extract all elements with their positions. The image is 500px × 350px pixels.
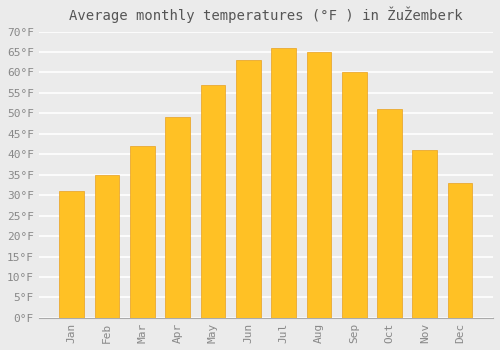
Bar <box>236 60 260 318</box>
Bar <box>412 150 437 318</box>
Bar <box>200 85 226 318</box>
Bar <box>130 146 155 318</box>
Bar <box>60 191 84 318</box>
Bar <box>448 183 472 318</box>
Bar <box>306 52 331 318</box>
Title: Average monthly temperatures (°F ) in ŽuŽemberk: Average monthly temperatures (°F ) in Žu… <box>69 7 462 23</box>
Bar <box>94 175 120 318</box>
Bar <box>377 109 402 318</box>
Bar <box>342 72 366 318</box>
Bar <box>166 118 190 318</box>
Bar <box>271 48 296 318</box>
